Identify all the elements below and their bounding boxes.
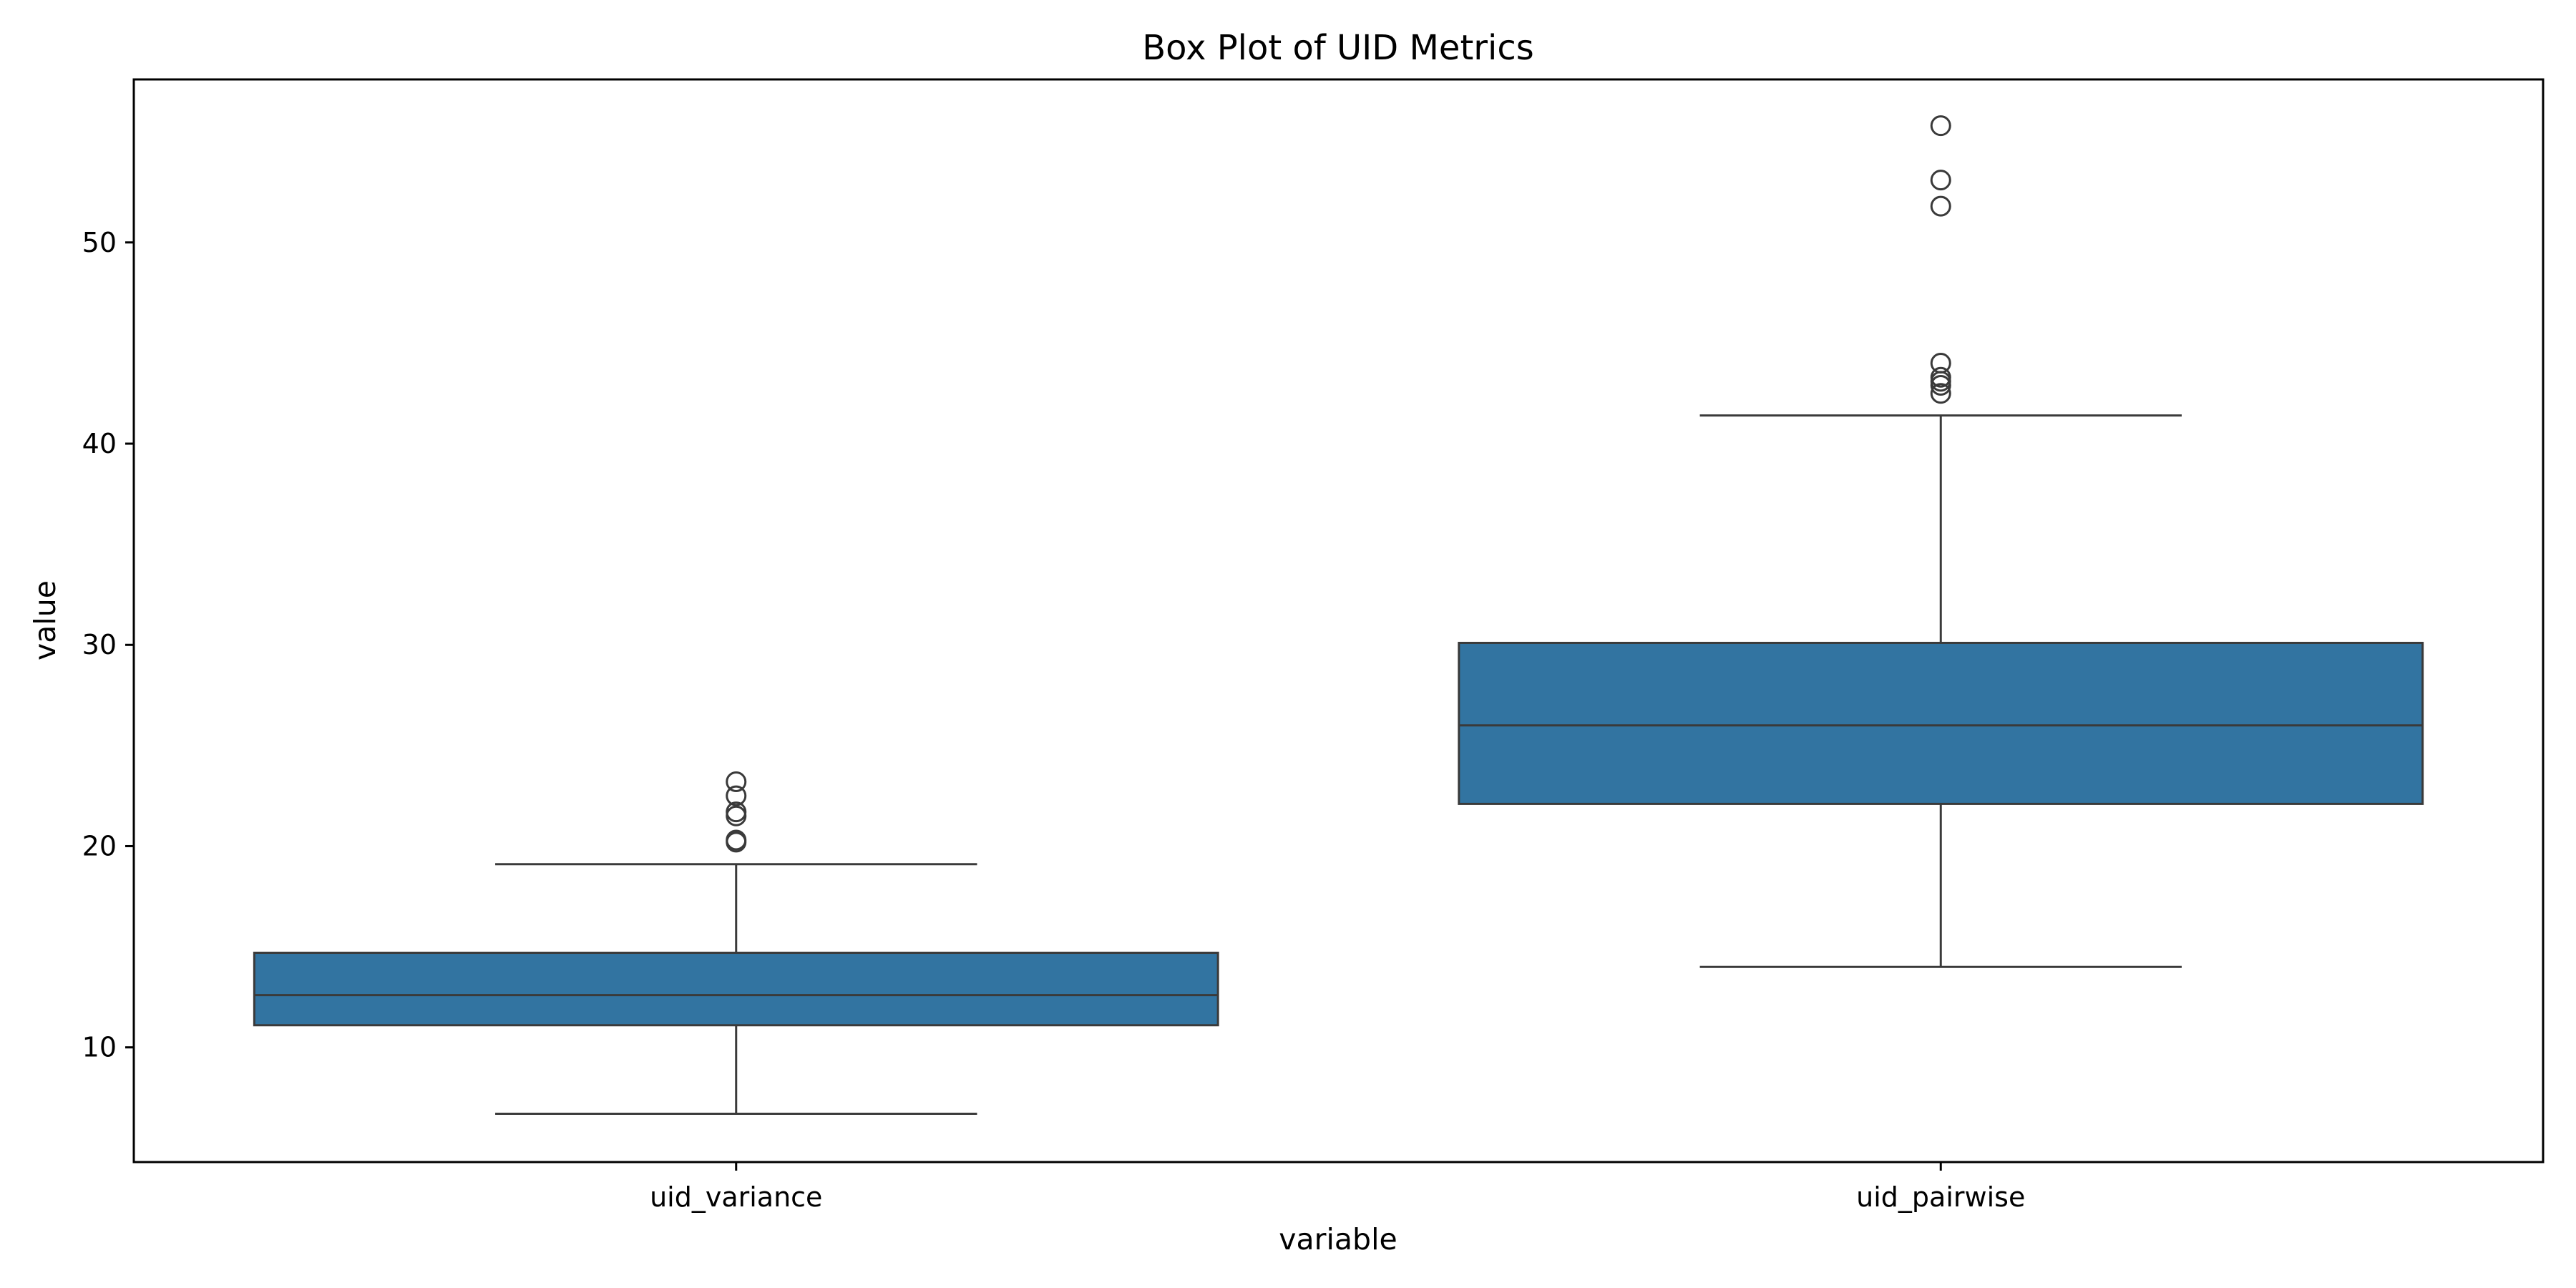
y-tick-label: 10 [82,1032,117,1063]
x-tick-label: uid_pairwise [1856,1181,2025,1213]
outlier-point [1930,383,1951,404]
outlier-point [726,771,747,792]
outlier-point [1930,353,1951,374]
chart-title: Box Plot of UID Metrics [1142,28,1533,68]
plot-marks [253,115,2424,1116]
y-tick-label: 20 [82,830,117,862]
y-axis-label: value [28,580,62,660]
y-tick-label: 40 [82,428,117,459]
y-tick-label: 50 [82,227,117,258]
outlier-point [1930,195,1951,217]
outlier-point [726,829,747,851]
y-tick-label: 30 [82,629,117,660]
x-axis-label: variable [1279,1222,1397,1257]
box-group-uid_variance [253,771,1219,1116]
axis-ticks: uid_variance uid_pairwise 10 20 30 40 50 [82,227,2026,1213]
box-group-uid_pairwise [1458,115,2424,968]
outlier-point [726,785,747,806]
outlier-point [1930,366,1951,388]
outlier-point [726,801,747,823]
plot-frame [132,78,2545,1163]
iqr-box [253,952,1219,1027]
outlier-point [1930,170,1951,191]
iqr-box [1458,641,2424,805]
x-tick-label: uid_variance [650,1181,822,1213]
outlier-point [1930,115,1951,137]
